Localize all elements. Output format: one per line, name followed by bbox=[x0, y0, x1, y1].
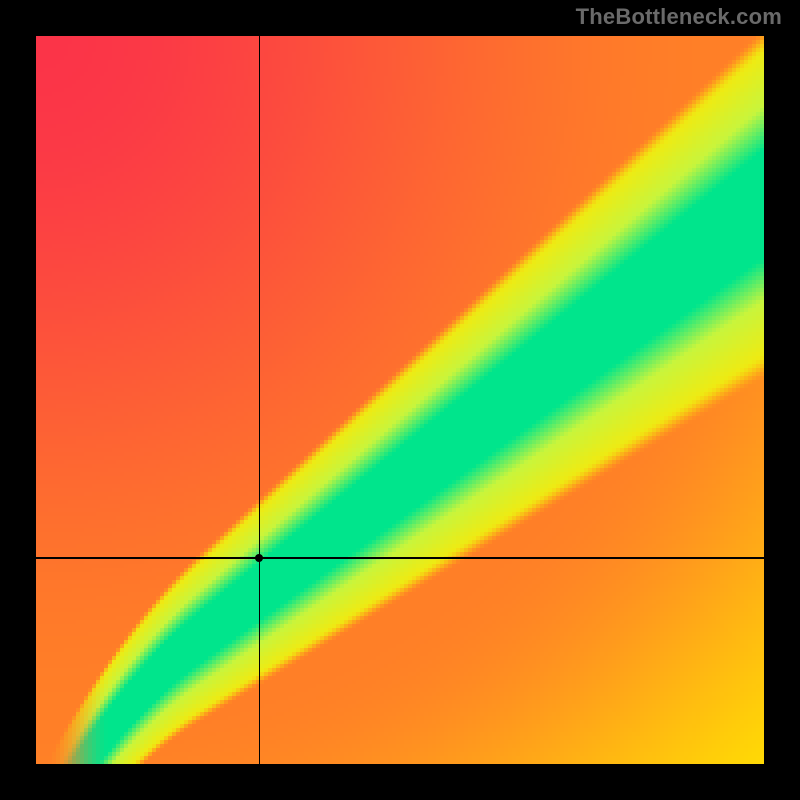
chart-frame: TheBottleneck.com bbox=[0, 0, 800, 800]
crosshair-horizontal bbox=[36, 557, 764, 559]
heatmap-plot bbox=[36, 36, 764, 764]
heatmap-canvas bbox=[36, 36, 764, 764]
crosshair-vertical bbox=[259, 36, 261, 764]
watermark-text: TheBottleneck.com bbox=[576, 4, 782, 30]
